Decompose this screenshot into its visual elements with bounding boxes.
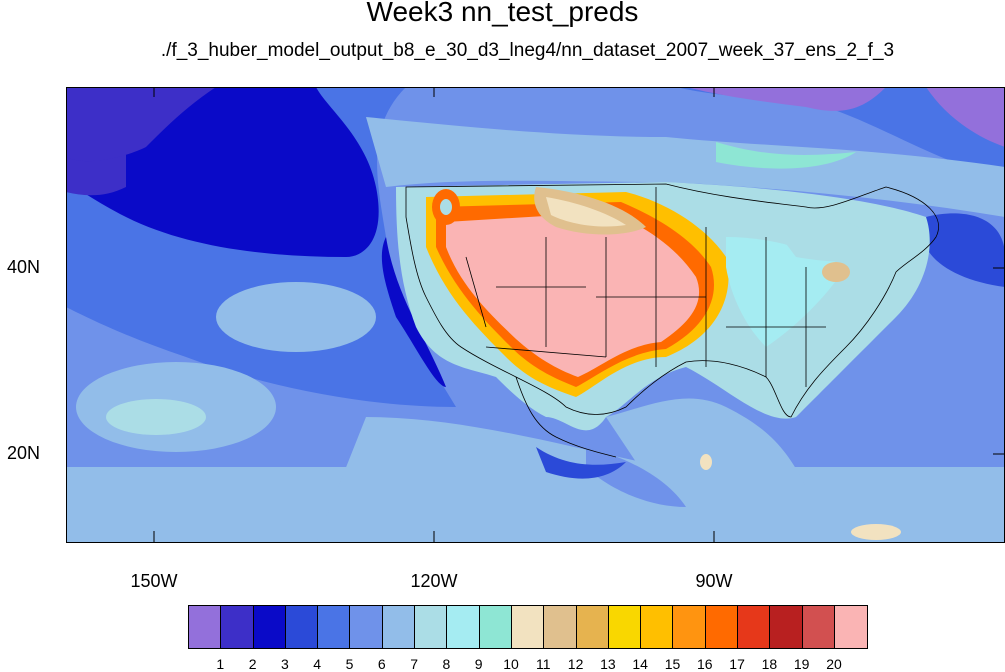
lon-label-120w: 120W bbox=[410, 571, 458, 591]
colorbar bbox=[188, 605, 869, 649]
colorbar-swatch bbox=[770, 606, 803, 648]
colorbar-label: 8 bbox=[442, 656, 451, 672]
colorbar-swatch bbox=[738, 606, 771, 648]
contour-map bbox=[66, 87, 1005, 543]
colorbar-label: 11 bbox=[536, 656, 551, 672]
colorbar-label: 16 bbox=[697, 656, 713, 672]
colorbar-label: 9 bbox=[474, 656, 483, 672]
colorbar-label: 20 bbox=[826, 656, 842, 672]
colorbar-label: 13 bbox=[600, 656, 616, 672]
axis-ticks bbox=[153, 87, 1005, 543]
lon-label-90w: 90W bbox=[695, 571, 733, 591]
colorbar-swatch bbox=[382, 606, 416, 648]
colorbar-label: 3 bbox=[280, 656, 289, 672]
colorbar-swatch bbox=[285, 606, 319, 648]
colorbar-label: 14 bbox=[632, 656, 648, 672]
colorbar-label: 2 bbox=[248, 656, 257, 672]
colorbar-swatch bbox=[511, 606, 545, 648]
colorbar-label: 18 bbox=[761, 656, 778, 672]
colorbar-swatch bbox=[479, 606, 512, 648]
lat-label-40n: 40N bbox=[6, 257, 40, 277]
lon-label-150w: 150W bbox=[130, 571, 178, 591]
colorbar-label: 10 bbox=[503, 656, 519, 672]
colorbar-label: 17 bbox=[729, 656, 745, 672]
colorbar-swatch bbox=[544, 606, 577, 648]
colorbar-label: 7 bbox=[410, 656, 418, 672]
colorbar-swatch bbox=[641, 606, 674, 648]
colorbar-swatch bbox=[318, 606, 351, 648]
colorbar-swatch bbox=[253, 606, 286, 648]
colorbar-swatch bbox=[834, 606, 868, 648]
colorbar-label: 19 bbox=[793, 656, 810, 672]
colorbar-swatch bbox=[189, 606, 222, 648]
lat-label-20n: 20N bbox=[6, 443, 40, 463]
colorbar-label: 15 bbox=[664, 656, 681, 672]
colorbar-label: 5 bbox=[345, 656, 354, 672]
colorbar-swatch bbox=[608, 606, 642, 648]
colorbar-swatch bbox=[673, 606, 706, 648]
colorbar-swatch bbox=[705, 606, 739, 648]
colorbar-label: 12 bbox=[567, 656, 584, 672]
map-plot-area bbox=[66, 87, 1005, 543]
colorbar-swatch bbox=[802, 606, 835, 648]
map-title: Week3 nn_test_preds bbox=[366, 0, 639, 27]
colorbar-swatch bbox=[221, 606, 254, 648]
map-subtitle: ./f_3_huber_model_output_b8_e_30_d3_lneg… bbox=[160, 40, 895, 61]
colorbar-swatch bbox=[447, 606, 480, 648]
colorbar-label: 6 bbox=[377, 656, 386, 672]
colorbar-swatch bbox=[415, 606, 448, 648]
colorbar-label: 1 bbox=[216, 656, 225, 672]
colorbar-swatch bbox=[576, 606, 609, 648]
colorbar-swatch bbox=[350, 606, 383, 648]
colorbar-label: 4 bbox=[313, 656, 322, 672]
